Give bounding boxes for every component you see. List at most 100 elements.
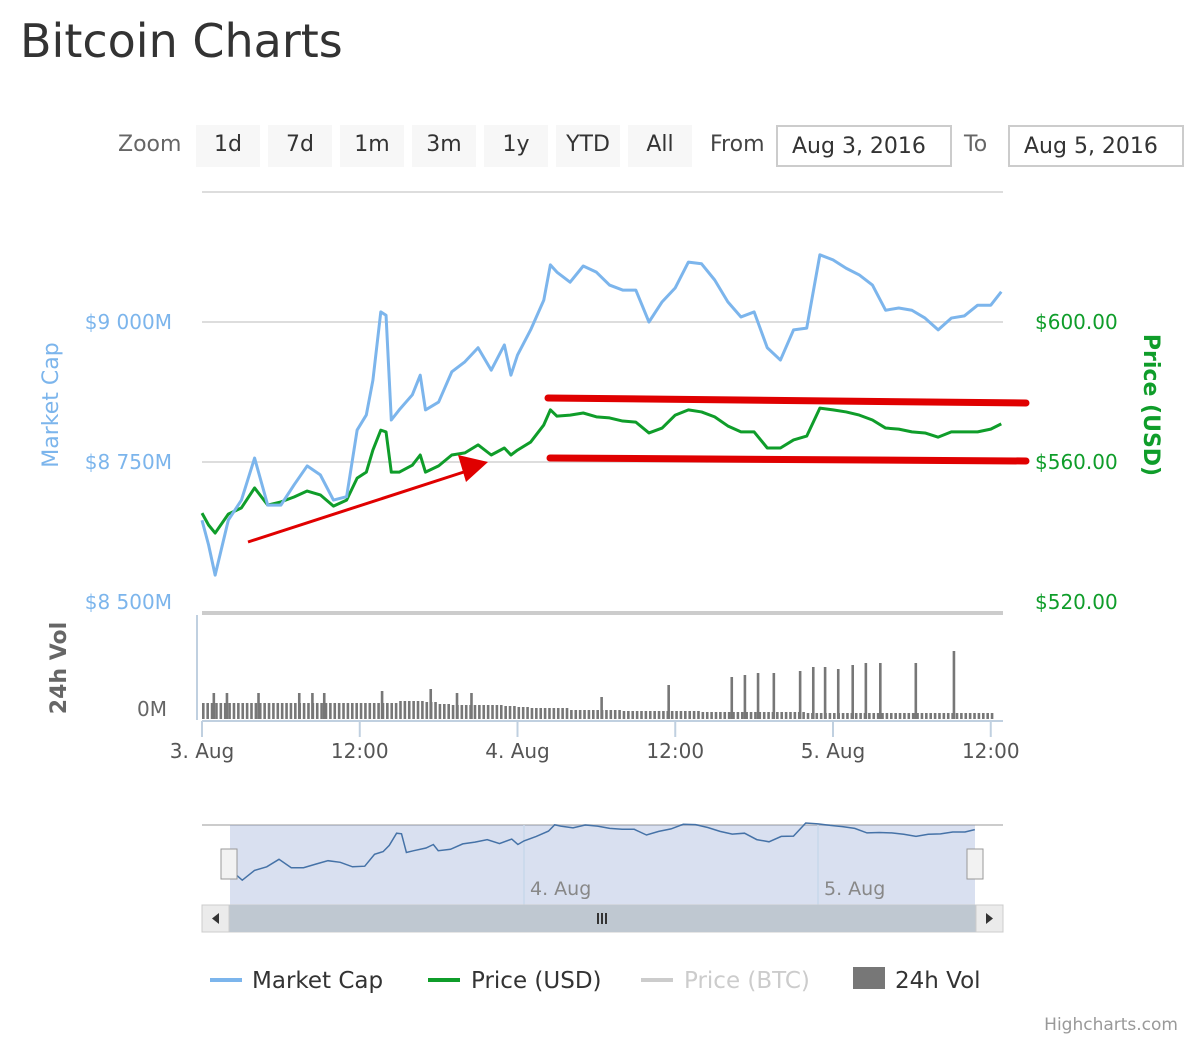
volume-bar [772,673,776,719]
volume-bar [232,703,236,719]
volume-bar [688,711,692,719]
volume-bar [495,705,499,719]
volume-bar [587,710,591,719]
volume-bar [530,708,534,719]
x-tick-label: 12:00 [646,739,704,763]
volume-bar [443,704,446,719]
volume-bar [250,703,253,719]
volume-bar [754,712,757,719]
x-tick-label: 12:00 [331,739,389,763]
volume-bar [223,703,227,719]
volume-bar [254,703,258,719]
scrollbar-grip-icon [597,913,599,924]
volume-bar [657,711,661,719]
navigator-selection[interactable] [230,825,975,905]
volume-bar [237,703,240,719]
volume-bar [504,706,507,719]
to-date-input[interactable]: Aug 5, 2016 [1008,125,1184,167]
navigator-left-handle[interactable] [220,848,238,880]
volume-bar [202,703,205,719]
legend-label: Market Cap [252,968,383,994]
volume-bar [486,705,490,719]
volume-bar [591,710,595,719]
volume-bar [460,705,464,719]
zoom-1m-button[interactable]: 1m [340,125,404,167]
volume-bar [315,703,319,719]
y-left-tick-label: $9 000M [85,310,172,334]
legend-label: Price (BTC) [684,968,810,994]
volume-bar [828,713,832,719]
volume-bar [749,712,753,719]
navigator-right-handle[interactable] [966,848,984,880]
volume-bar [386,703,389,719]
zoom-1d-button[interactable]: 1d [196,125,260,167]
volume-bar [272,703,275,719]
zoom-7d-button[interactable]: 7d [268,125,332,167]
volume-bar [583,710,586,719]
highcharts-credit[interactable]: Highcharts.com [1044,1015,1178,1035]
volume-bar [294,703,297,719]
volume-bar [789,712,792,719]
volume-bar [946,713,950,719]
volume-bar [574,710,578,719]
legend-item-market-cap[interactable]: Market Cap [210,968,383,994]
volume-bar [762,712,766,719]
legend-item-price-usd[interactable]: Price (USD) [428,968,602,994]
volume-bar [868,713,871,719]
volume-bar [648,711,652,719]
volume-bar [407,701,411,719]
volume-bar [662,711,665,719]
volume-bar [907,713,911,719]
price-usd-line [200,406,1002,535]
x-tick-label: 12:00 [962,739,1020,763]
volume-bar [565,708,569,719]
volume-bar [854,713,858,719]
volume-bar [390,703,394,719]
volume-bar [802,712,805,719]
legend-item-price-btc[interactable]: Price (BTC) [641,968,810,994]
volume-bar [342,703,345,719]
volume-bar [758,712,762,719]
volume-bar [740,712,744,719]
volume-bar [212,693,216,719]
zoom-all-button[interactable]: All [628,125,692,167]
zoom-1y-button[interactable]: 1y [484,125,548,167]
volume-bar [701,712,705,719]
volume-bar [219,703,223,719]
navigator[interactable]: 4. Aug 5. Aug [202,822,1003,905]
scrollbar-grip-icon [605,913,607,924]
volume-bar [811,667,815,719]
volume-bar [241,703,245,719]
page-title: Bitcoin Charts [20,14,343,68]
volume-bar [798,671,802,719]
volume-bar [311,693,314,719]
volume-bar [684,711,687,719]
to-label: To [964,132,988,157]
navigator-scrollbar[interactable] [201,904,1004,933]
zoom-3m-button[interactable]: 3m [412,125,476,167]
zoom-ytd-button[interactable]: YTD [556,125,620,167]
volume-bar [836,669,840,719]
volume-bar [257,693,260,719]
volume-bar [864,663,868,719]
volume-bar [329,703,332,719]
legend-item-24h-vol[interactable]: 24h Vol [853,967,981,994]
x-tick-label: 4. Aug [485,739,550,763]
y-left-tick-label: $8 500M [85,590,172,614]
volume-bar [938,713,941,719]
volume-bar [793,712,797,719]
y-right-tick-label: $520.00 [1035,590,1118,614]
volume-bar [960,713,963,719]
volume-bar [206,703,209,719]
volume-bar [561,708,564,719]
volume-bar [276,703,280,719]
volume-bar [675,711,678,719]
volume-bar [679,711,683,719]
volume-bar [285,703,288,719]
volume-bar [756,673,760,719]
volume-bar [964,713,968,719]
volume-bar [548,708,551,719]
volume-bar [819,713,823,719]
from-date-input[interactable]: Aug 3, 2016 [776,125,952,167]
volume-bar [350,703,354,719]
